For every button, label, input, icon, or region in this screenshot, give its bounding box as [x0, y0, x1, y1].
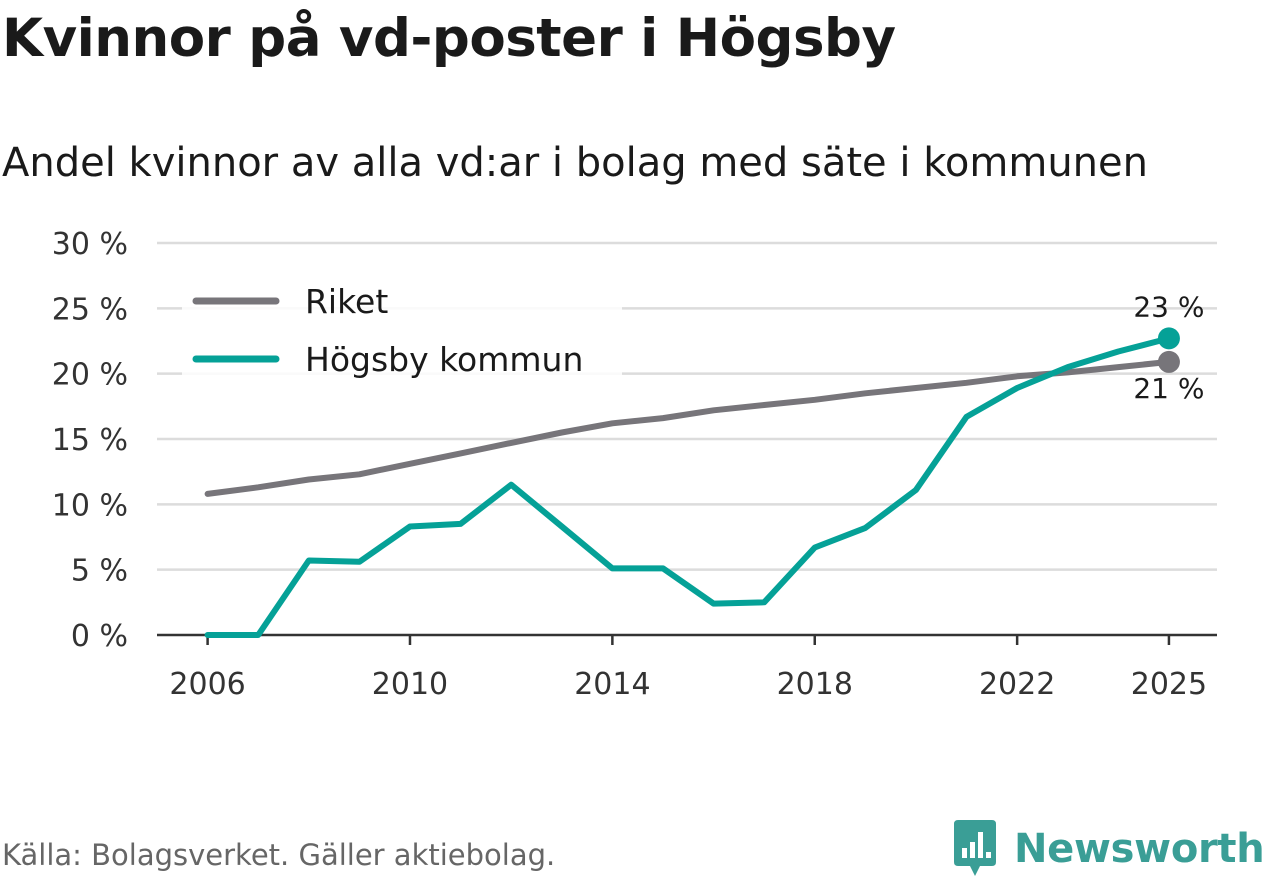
chart-title: Kvinnor på vd-poster i Högsby: [2, 8, 896, 69]
y-tick-label: 0 %: [71, 619, 128, 654]
chart-subtitle: Andel kvinnor av alla vd:ar i bolag med …: [2, 140, 1148, 186]
end-labels: 23 % 21 %: [1133, 290, 1204, 405]
y-tick-label: 30 %: [52, 227, 128, 262]
x-tick-label: 2022: [979, 667, 1055, 702]
series-line-högsby-kommun: [204, 335, 1172, 638]
y-tick-label: 25 %: [52, 292, 128, 327]
end-marker-högsby-kommun: [1157, 327, 1180, 350]
series-line-riket: [204, 358, 1172, 497]
x-tick-label: 2014: [574, 667, 650, 702]
end-value-label: 21 %: [1133, 372, 1204, 405]
legend-label: Högsby kommun: [305, 340, 583, 379]
source-note: Källa: Bolagsverket. Gäller aktiebolag.: [2, 838, 556, 872]
y-tick-label: 10 %: [52, 488, 128, 523]
y-axis: 0 % 5 % 10 % 15 % 20 % 25 % 30 %: [52, 227, 128, 654]
y-tick-label: 20 %: [52, 358, 128, 393]
x-tick-label: 2010: [372, 667, 448, 702]
legend: Riket Högsby kommun: [182, 268, 622, 380]
y-tick-label: 5 %: [71, 554, 128, 589]
end-value-label: 23 %: [1133, 290, 1204, 323]
x-tick-label: 2018: [777, 667, 853, 702]
newsworthy-logo-icon: [954, 820, 996, 876]
brand-name: Newsworthy: [1014, 826, 1262, 872]
y-tick-label: 15 %: [52, 423, 128, 458]
x-axis: 2006 2010 2014 2018 2022 2025: [157, 633, 1217, 702]
end-marker-riket: [1157, 350, 1180, 373]
x-tick-label: 2025: [1131, 667, 1207, 702]
brand[interactable]: Newsworthy: [950, 818, 1262, 880]
series-lines: [204, 335, 1172, 638]
x-tick-label: 2006: [169, 667, 245, 702]
legend-label: Riket: [305, 282, 388, 321]
